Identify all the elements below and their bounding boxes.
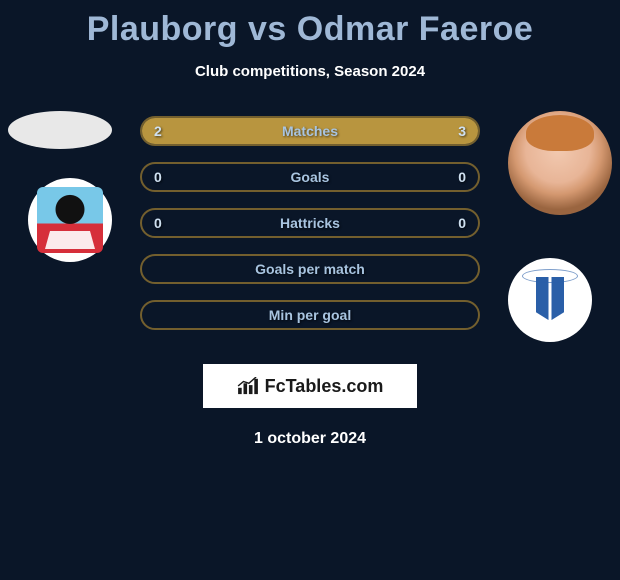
stat-label: Goals: [142, 164, 478, 190]
subtitle: Club competitions, Season 2024: [0, 63, 620, 80]
stat-label: Goals per match: [142, 256, 478, 282]
stat-row: 23Matches: [140, 116, 480, 146]
player-left-avatar: [8, 111, 112, 149]
player-right-avatar: [508, 111, 612, 215]
stat-label: Min per goal: [142, 302, 478, 328]
bar-chart-icon: [237, 377, 259, 395]
stat-label: Matches: [142, 118, 478, 144]
brand-text: FcTables.com: [265, 376, 384, 397]
stat-row: Min per goal: [140, 300, 480, 330]
date-label: 1 october 2024: [0, 430, 620, 448]
stat-label: Hattricks: [142, 210, 478, 236]
comparison-area: 23Matches 00Goals 00Hattricks Goals per mat…: [0, 116, 620, 356]
page-title: Plauborg vs Odmar Faeroe: [0, 0, 620, 49]
labod-drava-icon: [37, 187, 103, 253]
stat-row: 00Hattricks: [140, 208, 480, 238]
club-right-logo: [508, 258, 592, 342]
stat-row: Goals per match: [140, 254, 480, 284]
club-left-logo: [28, 178, 112, 262]
stat-bars: 23Matches 00Goals 00Hattricks Goals per mat…: [140, 116, 480, 330]
stat-row: 00Goals: [140, 162, 480, 192]
brand-badge: FcTables.com: [203, 364, 417, 408]
ki-shield-icon: [522, 269, 578, 331]
